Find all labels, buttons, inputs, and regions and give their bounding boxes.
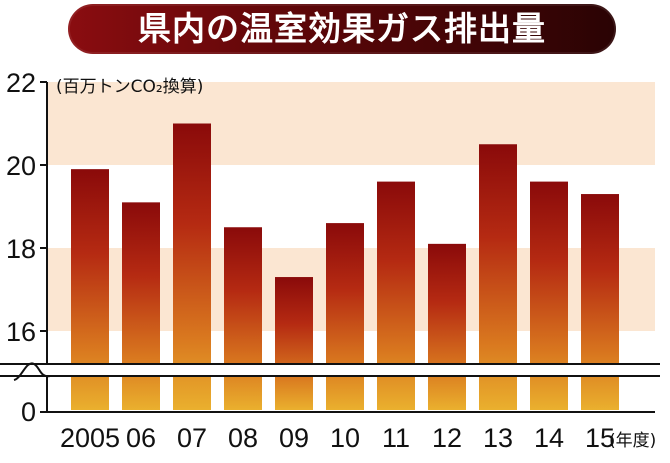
bar-07 bbox=[173, 123, 211, 410]
category-labels: 2005 06 07 08 09 10 11 12 13 14 15 bbox=[60, 423, 615, 453]
y-tick-label-0: 0 bbox=[21, 397, 36, 427]
band-20-22 bbox=[47, 82, 655, 165]
title-banner: 県内の温室効果ガス排出量 bbox=[68, 4, 616, 54]
bar-06 bbox=[122, 202, 160, 410]
x-tick-label-14: 14 bbox=[534, 423, 564, 453]
x-tick-label-10: 10 bbox=[330, 423, 360, 453]
axis-break-gap bbox=[0, 364, 660, 376]
x-tick-label-06: 06 bbox=[126, 423, 156, 453]
axis-break-squiggle bbox=[13, 362, 51, 381]
y-tick-label-22: 22 bbox=[6, 68, 36, 98]
x-tick-label-07: 07 bbox=[177, 423, 207, 453]
bar-15 bbox=[581, 194, 619, 410]
y-tick-label-18: 18 bbox=[6, 234, 36, 264]
x-tick-label-08: 08 bbox=[228, 423, 258, 453]
bar-08 bbox=[224, 227, 262, 410]
x-tick-label-13: 13 bbox=[483, 423, 513, 453]
y-tick-label-16: 16 bbox=[6, 317, 36, 347]
chart-title: 県内の温室効果ガス排出量 bbox=[138, 9, 546, 48]
x-tick-label-15: 15 bbox=[585, 423, 615, 453]
bar-10 bbox=[326, 223, 364, 410]
x-tick-label-09: 09 bbox=[279, 423, 309, 453]
bar-09 bbox=[275, 277, 313, 410]
x-tick-label-11: 11 bbox=[382, 423, 410, 453]
x-unit-label: (年度) bbox=[609, 431, 656, 451]
y-unit-label: (百万トンCO₂換算) bbox=[56, 77, 203, 97]
x-tick-label-2005: 2005 bbox=[60, 423, 120, 453]
bar-12 bbox=[428, 243, 466, 410]
y-tick-label-20: 20 bbox=[6, 151, 36, 181]
x-tick-label-12: 12 bbox=[432, 423, 462, 453]
